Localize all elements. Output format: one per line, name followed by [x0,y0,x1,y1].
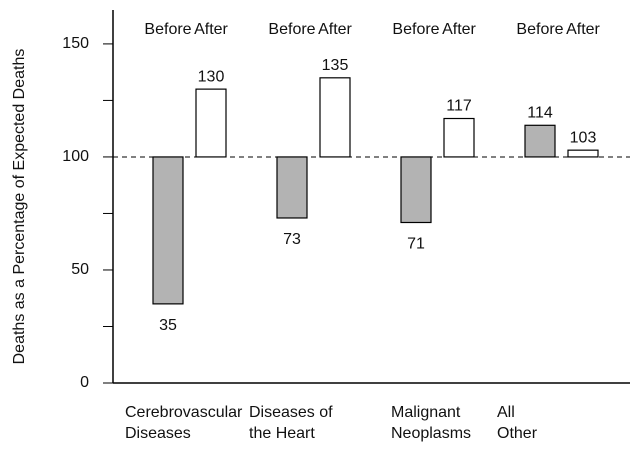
y-axis-label: Deaths as a Percentage of Expected Death… [11,49,28,365]
value-label: 71 [407,236,425,253]
y-tick-label: 50 [71,261,89,278]
y-tick-label: 150 [62,35,89,52]
series-label: Before [144,21,191,38]
x-tick-label: All [497,404,515,421]
series-label: After [194,21,228,38]
series-label: After [442,21,476,38]
bar [195,88,227,158]
bar [400,156,432,224]
value-label: 117 [446,98,472,115]
y-tick-label: 100 [62,148,89,165]
value-label: 135 [322,57,349,74]
x-tick-label: Diseases of [249,404,333,421]
series-label: Before [516,21,563,38]
bar [152,156,184,305]
series-label: Before [392,21,439,38]
value-label: 114 [527,105,553,122]
bar [443,117,475,158]
series-label: After [318,21,352,38]
x-tick-label: Other [497,425,538,442]
value-label: 103 [570,129,597,146]
series-label: After [566,21,600,38]
series-label: Before [268,21,315,38]
x-tick-label: the Heart [249,425,315,442]
x-tick-label: Neoplasms [391,425,471,442]
value-label: 35 [159,317,177,334]
bar [276,156,308,219]
bar [524,124,556,158]
x-tick-label: Cerebrovascular [125,404,243,421]
bar [567,149,599,158]
bar [319,77,351,158]
value-label: 130 [198,68,225,85]
value-label: 73 [283,231,301,248]
x-tick-label: Malignant [391,404,461,421]
x-tick-label: Diseases [125,425,191,442]
y-tick-label: 0 [80,374,89,391]
